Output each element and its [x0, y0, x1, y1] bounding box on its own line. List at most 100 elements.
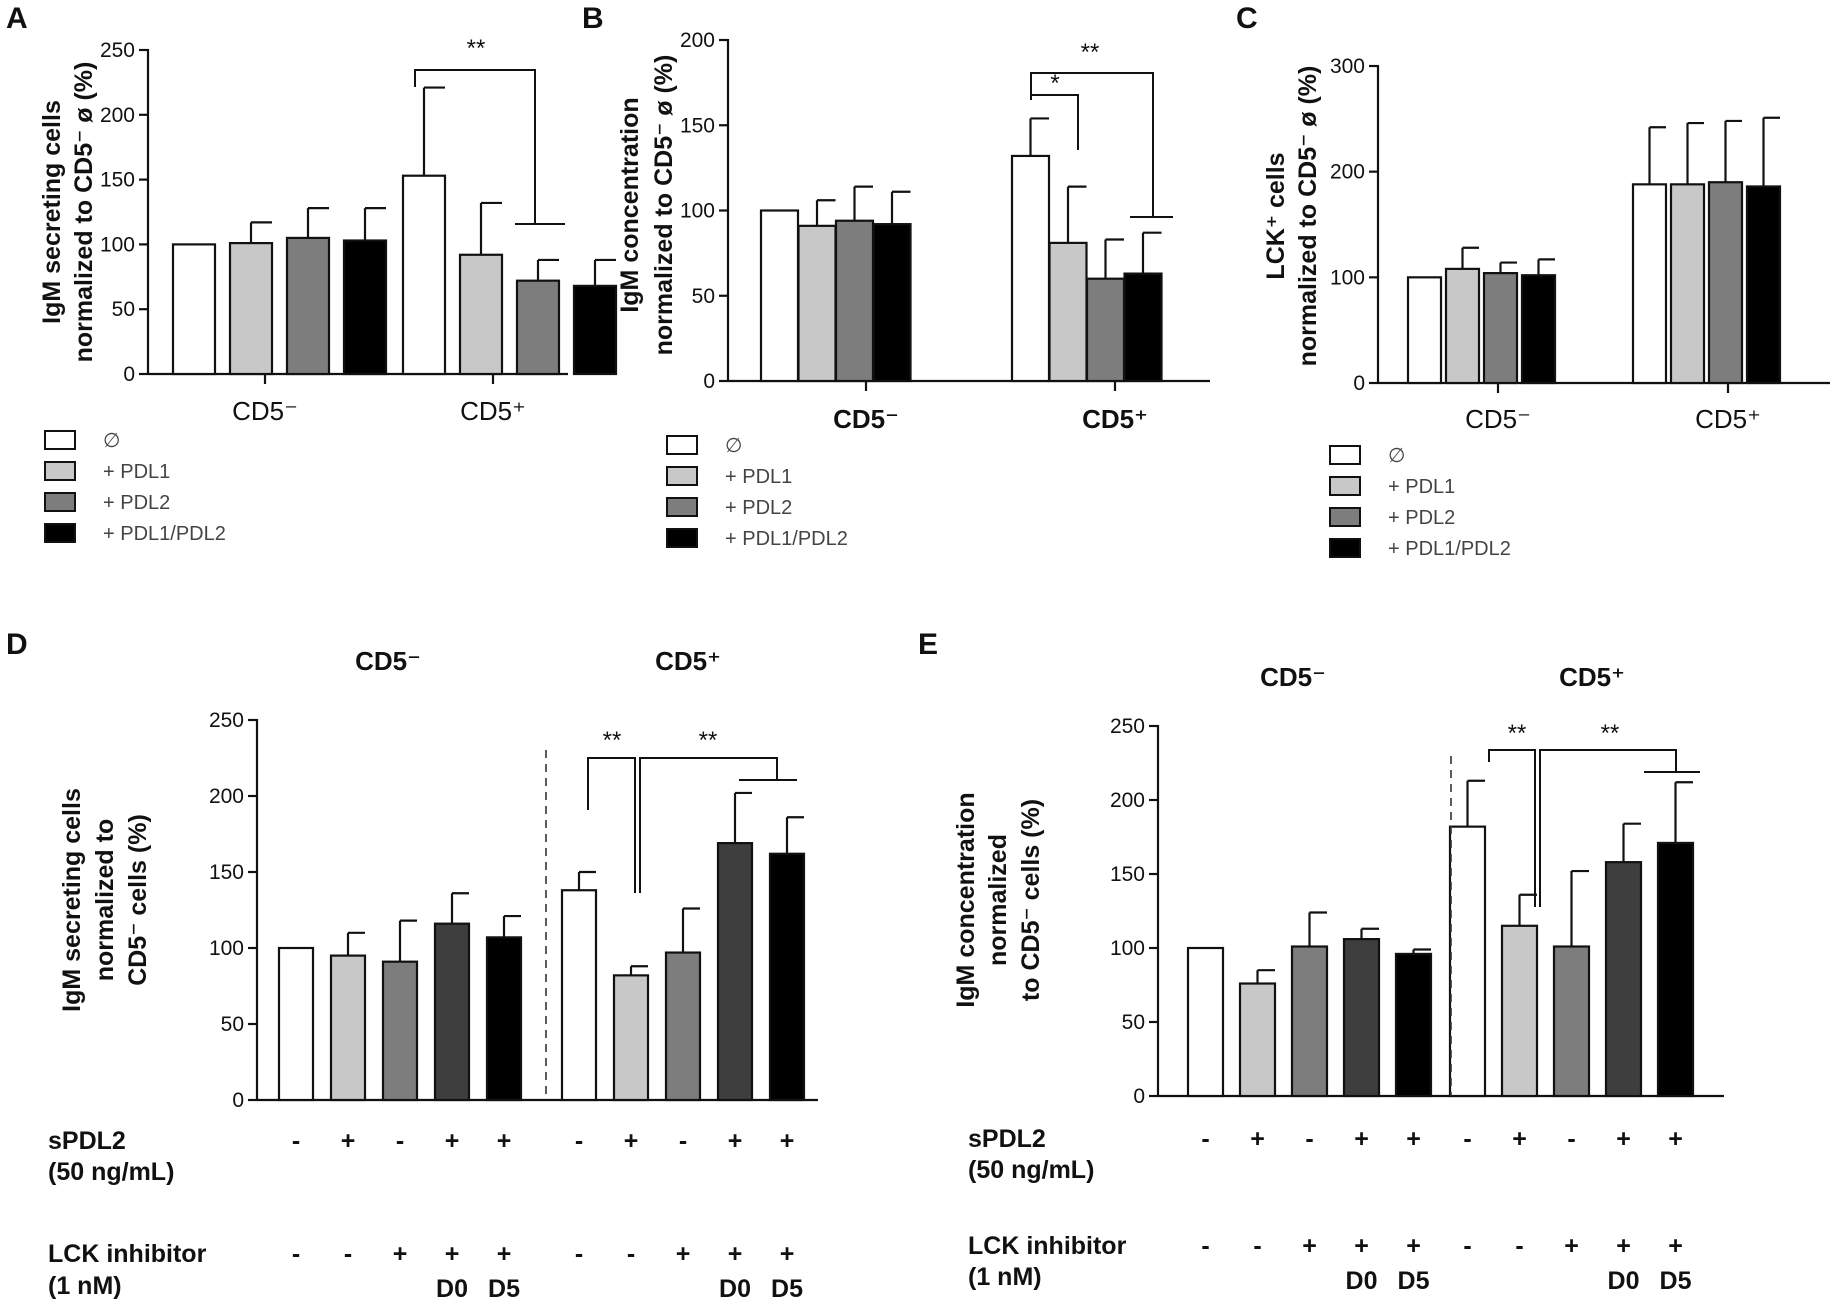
- chart-e-sig-bracket-1: [1488, 749, 1536, 907]
- chart-a-group-label: CD5⁺: [460, 396, 526, 426]
- chart-c-group-label: CD5⁺: [1695, 404, 1761, 434]
- chart-c-bar: [1444, 267, 1481, 385]
- chart-e-y-axis-title: normalized: [984, 834, 1012, 966]
- chart-d-spdl2-sign: -: [679, 1127, 687, 1155]
- chart-e-bar: [1656, 841, 1695, 1098]
- chart-e-lck-sign: -: [1253, 1232, 1261, 1260]
- chart-e-lck-sign: +: [1354, 1232, 1369, 1260]
- chart-c-legend-label: + PDL2: [1388, 507, 1455, 529]
- chart-a-bar: [515, 279, 561, 376]
- chart-c-legend-swatch: [1329, 445, 1361, 465]
- chart-b-legend-swatch: [666, 466, 698, 486]
- chart-a-legend-label: + PDL2: [103, 492, 170, 514]
- chart-d-sig-label-1: **: [603, 727, 622, 754]
- chart-a-bar: [572, 284, 618, 376]
- chart-d-spdl2-sign: +: [780, 1127, 795, 1155]
- chart-a-y-tick-label: 200: [100, 104, 135, 127]
- chart-e-day-label: D0: [1346, 1267, 1378, 1295]
- panel-label-e: E: [918, 628, 938, 661]
- chart-c-y-tick-label: 200: [1330, 161, 1365, 184]
- chart-e-y-tick-label: 100: [1110, 937, 1145, 960]
- chart-b-y-tick-label: 50: [692, 285, 715, 308]
- chart-d-y-tick-label: 150: [209, 861, 244, 884]
- chart-a-y-tick-label: 250: [100, 39, 135, 62]
- chart-e-lck-sign: -: [1515, 1232, 1523, 1260]
- chart-e-spdl2-conc: (50 ng/mL): [968, 1156, 1094, 1184]
- chart-d-spdl2-sign: +: [341, 1127, 356, 1155]
- chart-a-legend-label: + PDL1/PDL2: [103, 523, 226, 545]
- chart-d-lck-sign: -: [627, 1240, 635, 1268]
- chart-d-sig-label-2: **: [699, 727, 718, 754]
- chart-d-spdl2-sign: -: [575, 1127, 583, 1155]
- chart-e-spdl2-sign: -: [1305, 1125, 1313, 1153]
- chart-b-group-label: CD5⁻: [833, 404, 899, 434]
- chart-e-spdl2-sign: +: [1250, 1125, 1265, 1153]
- chart-a-bar: [342, 239, 388, 376]
- chart-c-bar: [1631, 183, 1668, 385]
- chart-d-bar: [277, 946, 315, 1102]
- chart-e-day-label: D5: [1398, 1267, 1430, 1295]
- chart-e-lck-sign: -: [1463, 1232, 1471, 1260]
- chart-d-sig-bracket-2: [639, 757, 778, 893]
- chart-e-group-label: CD5⁺: [1559, 662, 1625, 692]
- chart-e-bar: [1552, 945, 1591, 1098]
- chart-b-bar: [1085, 277, 1126, 383]
- chart-e-sig-bracket-2: [1539, 749, 1677, 907]
- chart-d-bar: [381, 960, 419, 1102]
- chart-a-legend-label: ∅: [103, 430, 120, 452]
- chart-b-bar: [1123, 272, 1163, 383]
- chart-a-bar: [458, 253, 504, 376]
- chart-c-group-label: CD5⁻: [1465, 404, 1531, 434]
- chart-d-y-axis-title: CD5⁻ cells (%): [124, 814, 152, 986]
- chart-c-bar: [1520, 274, 1557, 385]
- chart-a-y-axis-title: normalized to CD5⁻ ø (%): [70, 62, 98, 363]
- chart-e-lck-sign: +: [1668, 1232, 1683, 1260]
- chart-b-sig-label-1: *: [1050, 70, 1059, 97]
- chart-c-legend-label: + PDL1/PDL2: [1388, 538, 1511, 560]
- chart-e-y-tick-label: 0: [1133, 1085, 1145, 1108]
- chart-d-lck-sign: -: [344, 1240, 352, 1268]
- chart-b-sig-bracket-1: [1030, 94, 1079, 150]
- chart-b-sig-label-2: **: [1081, 39, 1100, 66]
- chart-e-sig-label-2: **: [1601, 720, 1620, 747]
- chart-d-bar: [612, 974, 650, 1102]
- chart-e-lck-conc: (1 nM): [968, 1263, 1042, 1291]
- chart-b-legend-label: ∅: [725, 435, 742, 457]
- chart-d-y-tick-label: 250: [209, 709, 244, 732]
- chart-d-day-label: D0: [719, 1275, 751, 1303]
- chart-c-bar: [1482, 272, 1519, 385]
- chart-d-lck-sign: +: [728, 1240, 743, 1268]
- chart-e-y-tick-label: 150: [1110, 863, 1145, 886]
- chart-e-bar: [1448, 825, 1487, 1098]
- chart-d-bar: [716, 842, 754, 1102]
- chart-d-lck-sign: +: [393, 1240, 408, 1268]
- chart-b-sig-bracket-2: [1030, 72, 1154, 217]
- chart-e-bar: [1500, 924, 1539, 1098]
- chart-a-y-axis-title: IgM secreting cells: [38, 100, 66, 324]
- chart-d-spdl2-sign: -: [396, 1127, 404, 1155]
- chart-a-bar: [401, 174, 447, 376]
- chart-d-bar: [560, 889, 598, 1102]
- chart-d-y-axis-title: IgM secreting cells: [58, 788, 86, 1012]
- chart-d-lck-sign: +: [445, 1240, 460, 1268]
- chart-d-bar: [329, 954, 367, 1102]
- chart-d-sig-bracket-1: [587, 757, 636, 893]
- chart-e-lck-sign: -: [1201, 1232, 1209, 1260]
- chart-e-bar: [1342, 938, 1381, 1098]
- chart-b-legend-label: + PDL1/PDL2: [725, 528, 848, 550]
- chart-b-bar: [834, 219, 875, 383]
- chart-e-spdl2-sign: +: [1668, 1125, 1683, 1153]
- chart-d-bar: [433, 922, 471, 1102]
- chart-b-bar: [1010, 154, 1051, 383]
- chart-d-spdl2-sign: -: [292, 1127, 300, 1155]
- chart-d-y-tick-label: 200: [209, 785, 244, 808]
- chart-b-y-axis-title: IgM concentration: [616, 97, 644, 312]
- chart-a-legend-swatch: [44, 492, 76, 512]
- chart-c-legend-label: ∅: [1388, 445, 1405, 467]
- chart-e-sig-label-1: **: [1508, 720, 1527, 747]
- chart-e-bar: [1186, 946, 1225, 1098]
- chart-a-legend-swatch: [44, 430, 76, 450]
- chart-c-bar: [1406, 276, 1443, 385]
- chart-c-y-tick-label: 300: [1330, 55, 1365, 78]
- chart-d-lck-sign: +: [676, 1240, 691, 1268]
